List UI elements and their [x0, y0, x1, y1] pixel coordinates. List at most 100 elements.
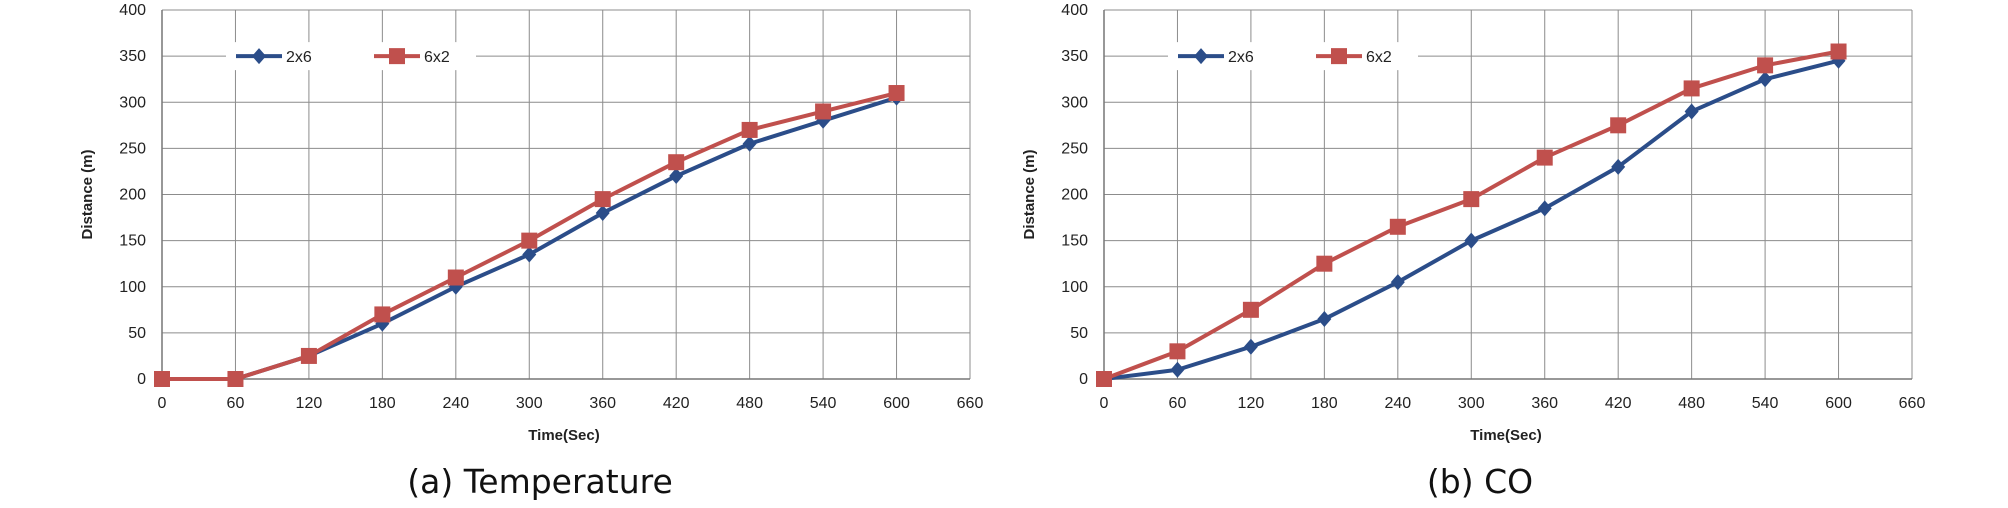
y-tick-label: 0 — [1079, 371, 1088, 388]
y-tick-label: 100 — [1061, 279, 1088, 296]
data-point — [374, 306, 391, 323]
data-point — [1683, 80, 1700, 97]
y-axis-label: Distance (m) — [1021, 149, 1038, 239]
data-point — [742, 135, 757, 152]
data-point — [522, 246, 537, 263]
data-point — [521, 232, 538, 249]
x-tick-label: 360 — [589, 395, 616, 412]
data-point — [1757, 57, 1774, 74]
y-tick-label: 200 — [119, 187, 146, 204]
y-axis-label: Distance (m) — [79, 149, 96, 239]
legend: 2x6 6x2 — [226, 42, 476, 71]
data-point — [1169, 343, 1186, 360]
legend-label: 6x2 — [1366, 49, 1392, 66]
data-point — [888, 85, 905, 102]
x-tick-label: 540 — [810, 395, 837, 412]
x-tick-label: 540 — [1752, 395, 1779, 412]
data-point — [1610, 117, 1627, 134]
legend: 2x6 6x2 — [1168, 42, 1418, 71]
data-point — [815, 103, 832, 120]
data-point — [154, 371, 170, 387]
x-tick-label: 660 — [957, 395, 984, 412]
series-6x2 — [1096, 43, 1847, 387]
x-tick-label: 120 — [296, 395, 323, 412]
data-point — [595, 204, 610, 221]
data-point — [1390, 274, 1405, 291]
chart-caption: (b) CO — [1427, 462, 1533, 501]
data-point — [1242, 301, 1259, 318]
data-point — [668, 154, 685, 171]
x-tick-label: 240 — [442, 395, 469, 412]
chart-co: 0 50 100 150 200 250 300 350 400 0 60 120 180 240 300 3… — [1021, 2, 1925, 501]
x-tick-label: 480 — [1678, 395, 1705, 412]
data-point — [741, 121, 758, 138]
legend-marker — [1331, 48, 1347, 65]
y-tick-label: 50 — [128, 325, 146, 342]
legend-marker — [1194, 48, 1208, 65]
data-point — [1243, 338, 1258, 355]
legend-marker — [252, 48, 266, 65]
x-tick-label: 480 — [736, 395, 763, 412]
legend-marker — [389, 48, 405, 65]
x-tick-label: 180 — [1311, 395, 1338, 412]
x-axis-label: Time(Sec) — [528, 427, 599, 444]
y-tick-label: 350 — [119, 48, 146, 65]
data-point — [1464, 232, 1479, 249]
data-point — [447, 269, 464, 286]
gridlines — [161, 9, 971, 380]
y-tick-label: 100 — [119, 279, 146, 296]
data-point — [1684, 103, 1699, 120]
data-point — [1316, 255, 1333, 272]
series-6x2 — [154, 85, 905, 387]
data-point — [1758, 71, 1773, 88]
y-tick-label: 250 — [1061, 140, 1088, 157]
y-tick-label: 50 — [1070, 325, 1088, 342]
x-tick-label: 300 — [1458, 395, 1485, 412]
data-point — [1536, 149, 1553, 166]
x-tick-label: 420 — [663, 395, 690, 412]
legend-label: 2x6 — [1228, 49, 1254, 66]
y-tick-label: 300 — [1061, 94, 1088, 111]
x-tick-label: 240 — [1384, 395, 1411, 412]
y-tick-label: 200 — [1061, 187, 1088, 204]
data-point — [594, 191, 611, 208]
x-tick-label: 420 — [1605, 395, 1632, 412]
data-point — [1389, 218, 1406, 235]
legend-label: 2x6 — [286, 49, 312, 66]
x-tick-label: 360 — [1531, 395, 1558, 412]
x-tick-label: 600 — [883, 395, 910, 412]
data-point — [1463, 191, 1480, 208]
chart-temperature: 0 50 100 150 200 250 300 350 400 0 60 120 180 240 300 3… — [79, 2, 983, 501]
y-tick-label: 150 — [119, 233, 146, 250]
y-tick-label: 0 — [137, 371, 146, 388]
x-tick-label: 60 — [227, 395, 245, 412]
x-tick-label: 660 — [1899, 395, 1926, 412]
x-tick-label: 0 — [1100, 395, 1109, 412]
y-tick-label: 300 — [119, 94, 146, 111]
x-tick-label: 600 — [1825, 395, 1852, 412]
chart-caption: (a) Temperature — [407, 462, 673, 501]
x-tick-label: 60 — [1169, 395, 1187, 412]
legend-label: 6x2 — [424, 49, 450, 66]
y-tick-label: 400 — [1061, 2, 1088, 19]
x-axis-label: Time(Sec) — [1470, 427, 1541, 444]
y-tick-label: 250 — [119, 140, 146, 157]
x-tick-label: 0 — [158, 395, 167, 412]
x-tick-label: 180 — [369, 395, 396, 412]
y-tick-label: 400 — [119, 2, 146, 19]
data-point — [1170, 361, 1185, 378]
y-tick-label: 150 — [1061, 233, 1088, 250]
y-tick-label: 350 — [1061, 48, 1088, 65]
data-point — [1830, 43, 1847, 60]
x-tick-label: 120 — [1238, 395, 1265, 412]
data-point — [227, 371, 244, 387]
gridlines — [1103, 9, 1913, 380]
data-point — [1537, 200, 1552, 217]
data-point — [1096, 371, 1112, 387]
data-point — [1317, 311, 1332, 328]
data-point — [1611, 158, 1626, 175]
data-point — [300, 347, 317, 364]
data-point — [669, 168, 684, 185]
x-tick-label: 300 — [516, 395, 543, 412]
